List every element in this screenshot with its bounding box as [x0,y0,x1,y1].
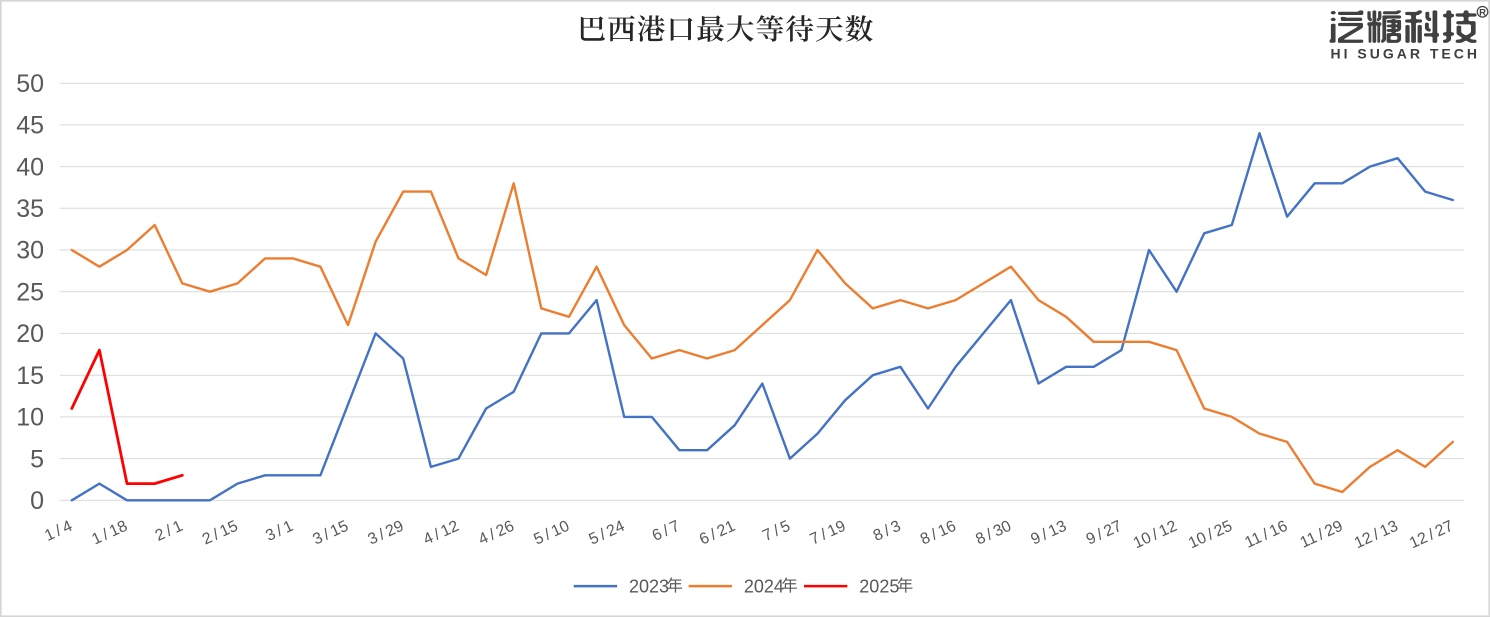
svg-text:10/25: 10/25 [1186,518,1235,553]
svg-text:11/29: 11/29 [1298,518,1346,552]
svg-text:0: 0 [30,487,44,515]
svg-text:9/13: 9/13 [1028,518,1069,549]
svg-text:5: 5 [30,445,44,473]
svg-text:7/19: 7/19 [807,518,848,549]
svg-text:7/5: 7/5 [760,518,793,545]
svg-text:50: 50 [16,70,44,98]
svg-text:5/10: 5/10 [531,518,572,549]
svg-text:2023: 2023 [629,577,669,597]
svg-text:1/4: 1/4 [42,518,75,545]
svg-text:R: R [1479,7,1486,18]
svg-text:12/13: 12/13 [1352,518,1401,553]
svg-text:9/27: 9/27 [1084,518,1125,549]
svg-text:HI SUGAR TECH: HI SUGAR TECH [1331,46,1480,62]
svg-text:20: 20 [16,320,44,348]
svg-text:6/21: 6/21 [697,518,738,549]
svg-text:35: 35 [16,195,44,223]
svg-text:3/1: 3/1 [263,518,296,545]
svg-text:10/12: 10/12 [1131,518,1180,553]
svg-text:2024: 2024 [744,577,784,597]
svg-text:11/16: 11/16 [1242,518,1290,552]
svg-text:5/24: 5/24 [586,518,627,549]
svg-text:3/29: 3/29 [365,518,406,549]
svg-text:8/30: 8/30 [973,518,1014,549]
svg-text:4/26: 4/26 [476,518,517,549]
svg-text:2025: 2025 [859,577,899,597]
svg-text:3/15: 3/15 [310,518,351,549]
svg-text:2/15: 2/15 [200,518,241,549]
svg-text:45: 45 [16,112,44,140]
svg-text:8/3: 8/3 [871,518,904,545]
svg-text:15: 15 [16,362,44,390]
svg-text:12/27: 12/27 [1407,518,1456,553]
svg-text:30: 30 [16,237,44,265]
svg-text:8/16: 8/16 [918,518,959,549]
svg-text:10: 10 [16,404,44,432]
svg-text:25: 25 [16,278,44,306]
svg-text:4/12: 4/12 [421,518,462,549]
svg-text:2/1: 2/1 [153,518,186,545]
svg-text:1/18: 1/18 [89,518,130,549]
svg-text:6/7: 6/7 [650,518,683,545]
svg-text:40: 40 [16,153,44,181]
